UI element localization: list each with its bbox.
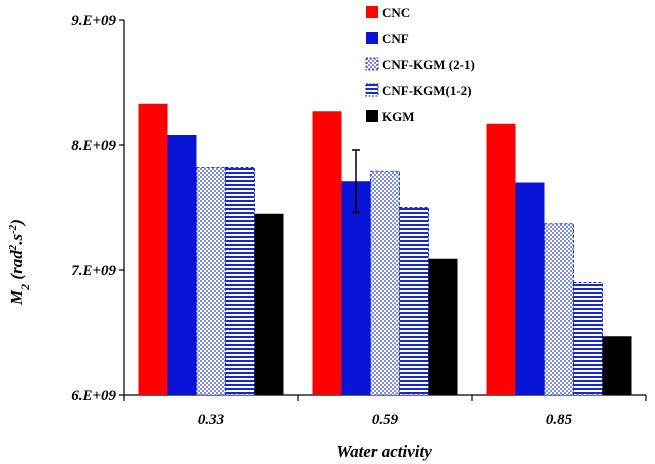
legend-label: KGM: [382, 109, 415, 124]
bar-kgm-0.59: [428, 258, 458, 395]
y-title-unit-mid: .s: [7, 234, 26, 245]
y-title-unit-open: (rad: [7, 250, 26, 284]
bar-cnf-kgm-1-2--0.85: [573, 282, 603, 396]
y-tick-label: 6.E+09: [71, 388, 116, 404]
y-title-main: M: [7, 289, 26, 306]
bar-cnf-kgm-1-2--0.33: [225, 167, 255, 396]
legend-swatch: [365, 83, 379, 97]
bar-cnf-kgm-2-1--0.85: [544, 223, 574, 396]
legend-swatch: [366, 6, 378, 18]
bar-kgm-0.33: [254, 213, 284, 395]
x-axis-title: Water activity: [336, 442, 432, 461]
legend-swatch: [366, 32, 378, 44]
x-tick-label: 0.59: [372, 412, 399, 428]
x-tick-label: 0.85: [546, 412, 573, 428]
y-axis-title: M2 (rad2.s-2): [7, 219, 32, 306]
bar-cnc-0.59: [312, 111, 342, 395]
legend-label: CNF-KGM(1-2): [382, 83, 472, 98]
bar-cnf-kgm-1-2--0.59: [399, 207, 429, 396]
bar-cnf-kgm-2-1--0.59: [370, 170, 400, 396]
y-tick-label: 8.E+09: [71, 138, 116, 154]
legend-label: CNC: [382, 5, 410, 20]
bar-cnf-kgm-2-1--0.33: [196, 167, 226, 396]
y-title-unit-close: ): [7, 219, 26, 227]
bar-cnc-0.85: [486, 123, 516, 395]
legend-label: CNF: [382, 31, 409, 46]
legend-label: CNF-KGM (2-1): [382, 57, 475, 72]
y-tick-label: 7.E+09: [71, 263, 116, 279]
y-title-unit-sup1: 2: [7, 244, 19, 251]
legend-swatch: [365, 57, 379, 71]
bar-kgm-0.85: [602, 336, 632, 395]
bar-cnc-0.33: [138, 103, 168, 395]
y-title-sub: 2: [18, 284, 32, 291]
bar-cnf-0.59: [341, 181, 371, 395]
bar-cnf-0.85: [515, 182, 545, 395]
y-tick-label: 9.E+09: [71, 13, 116, 29]
legend-swatch: [366, 110, 378, 122]
y-title-unit-sup2: -2: [7, 224, 19, 234]
bar-cnf-0.33: [167, 135, 197, 395]
x-tick-label: 0.33: [198, 412, 225, 428]
